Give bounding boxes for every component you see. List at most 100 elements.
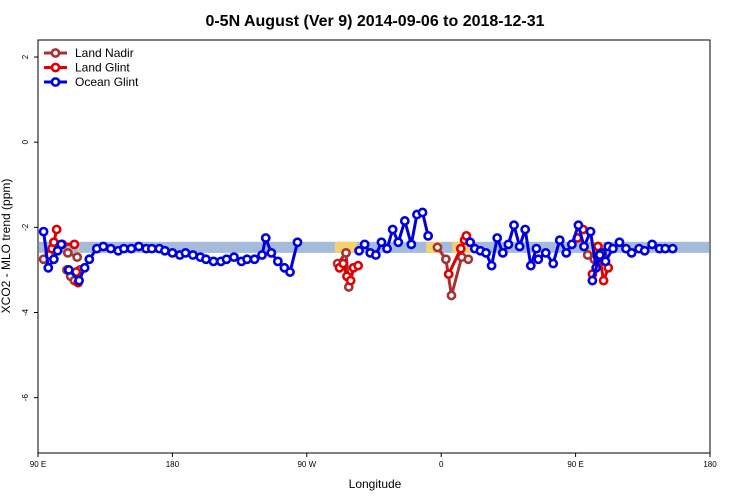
band-ocean — [39, 241, 709, 253]
series-2-point-3-8 — [509, 220, 519, 231]
series-2-point-1-33 — [285, 267, 295, 277]
series-1-point-6-2 — [598, 275, 609, 286]
series-2-point-1-21 — [208, 256, 219, 267]
legend-label-1: Land Glint — [75, 61, 130, 75]
series-2-point-2-6 — [387, 224, 398, 235]
series-2-point-3-0 — [465, 237, 476, 248]
series-2-point-2-7 — [393, 237, 404, 248]
series-2-point-5-12 — [667, 243, 678, 254]
x-tick-label-3: 0 — [439, 460, 444, 469]
series-2-point-1-26 — [242, 254, 252, 265]
series-2-point-2-3 — [370, 250, 381, 260]
series-0-point-4-0 — [432, 242, 443, 253]
series-1-point-0-1 — [48, 237, 59, 248]
series-2-point-4-8 — [585, 226, 596, 237]
series-1 — [47, 224, 614, 288]
series-2-point-5-4 — [614, 237, 625, 248]
series-0-point-0-0 — [62, 247, 73, 258]
x-tick-label-4: 90 E — [567, 460, 583, 469]
series-1-point-1-1 — [69, 239, 80, 250]
legend-label-2: Ocean Glint — [75, 75, 139, 89]
series-2-point-1-10 — [133, 241, 144, 252]
series-2-point-5-6 — [626, 247, 637, 258]
series-2-point-4-2 — [548, 258, 559, 269]
series-2-point-4-7 — [579, 241, 589, 252]
series-2-point-3-6 — [497, 247, 508, 258]
series-2-point-3-12 — [531, 243, 542, 254]
series-2-point-1-0 — [63, 265, 74, 275]
series-2-point-4-1 — [540, 247, 551, 258]
series-2-point-1-15 — [167, 247, 178, 258]
series-0-point-4-2 — [446, 290, 457, 301]
series-2-point-2-0 — [354, 245, 364, 256]
series-2-point-2-8 — [399, 216, 410, 226]
series-0-point-0-1 — [72, 252, 83, 263]
x-tick-label-2: 90 W — [297, 460, 316, 469]
y-tick-label-3: -4 — [21, 308, 30, 316]
series-2-point-1-31 — [272, 256, 283, 267]
series-2-point-1-18 — [188, 250, 198, 260]
band-land-0 — [78, 241, 80, 253]
band-land-1 — [334, 241, 358, 253]
series-2-point-1-23 — [221, 254, 232, 265]
y-tick-label-0: 2 — [21, 54, 30, 59]
series-2-point-2-12 — [423, 230, 434, 241]
series-2-point-5-8 — [639, 245, 650, 256]
y-tick-label-1: 0 — [21, 139, 30, 144]
legend-swatch-marker-1 — [50, 62, 61, 73]
series-1-point-4-0 — [443, 269, 454, 280]
series-2-point-5-1 — [594, 250, 605, 260]
series-2-point-5-9 — [647, 239, 658, 250]
x-tick-label-0: 90 E — [30, 460, 46, 469]
series-2-point-1-24 — [229, 252, 239, 263]
y-tick-label-4: -6 — [21, 394, 30, 402]
series-2-point-0-0 — [38, 226, 49, 237]
series-2-point-1-27 — [249, 254, 260, 265]
series-2-point-5-3 — [608, 243, 618, 254]
plot-frame — [37, 39, 711, 454]
x-tick-label-5: 180 — [703, 460, 717, 469]
series-2-point-4-3 — [554, 235, 565, 246]
series-2-point-3-3 — [481, 247, 491, 258]
legend-swatch-marker-2 — [50, 77, 61, 87]
series-1-point-4-1 — [455, 243, 466, 254]
legend-label-0: Land Nadir — [75, 46, 134, 60]
series-1-point-3-3 — [345, 275, 356, 286]
series-2-point-4-4 — [561, 247, 572, 258]
series-2-point-2-11 — [417, 207, 428, 218]
series-2-point-1-30 — [266, 247, 277, 258]
series-2-point-2-9 — [406, 239, 417, 250]
series-2-point-0-4 — [56, 239, 67, 250]
chart-title: 0-5N August (Ver 9) 2014-09-06 to 2018-1… — [205, 13, 544, 30]
series-layer — [38, 207, 678, 301]
series-2-point-3-5 — [492, 233, 503, 243]
y-axis-label: XCO2 - MLO trend (ppm) — [0, 179, 13, 314]
series-1-point-0-2 — [51, 224, 62, 235]
series-2-point-1-17 — [180, 247, 191, 258]
series-2-point-1-29 — [260, 233, 271, 243]
series-0-point-5-0 — [582, 250, 593, 260]
y-tick-label-2: -2 — [21, 223, 30, 231]
series-2-point-1-28 — [257, 250, 267, 260]
series-2-point-5-2 — [600, 256, 611, 267]
series-0-point-3-1 — [341, 247, 351, 258]
series-2-point-1-8 — [118, 243, 129, 254]
series-2-point-1-12 — [146, 243, 157, 254]
series-2-point-0-2 — [48, 254, 59, 265]
series-2-point-1-1 — [74, 275, 84, 286]
series-2-point-2-5 — [382, 243, 392, 254]
series-2-point-4-6 — [573, 220, 584, 231]
series-0-point-4-4 — [463, 254, 474, 265]
series-2-point-5-11 — [660, 243, 671, 254]
series-2-point-1-5 — [98, 241, 109, 252]
x-axis: 90 E 180 90 W 0 90 E 180 — [30, 453, 717, 469]
series-2-point-4-0 — [533, 254, 544, 265]
series-1-point-3-1 — [338, 258, 349, 269]
series-2-point-1-6 — [105, 243, 116, 254]
series-0-point-4-1 — [440, 254, 451, 265]
series-2-point-1-34 — [292, 237, 303, 248]
series-2-point-0-1 — [43, 262, 54, 273]
x-axis-label: Longitude — [349, 477, 402, 491]
series-2-point-1-20 — [201, 254, 211, 265]
